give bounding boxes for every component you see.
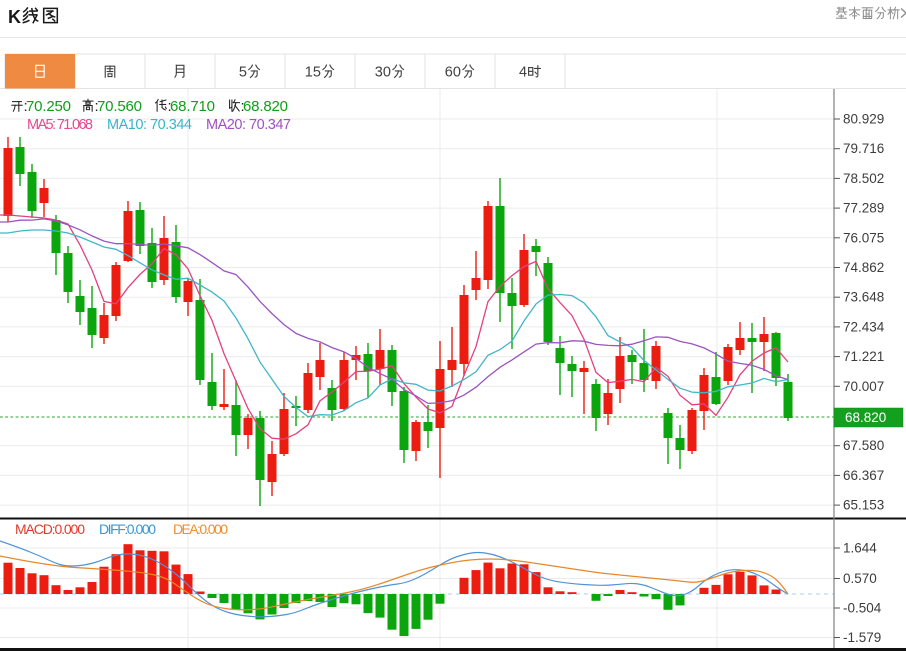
svg-text:MA20: 70.347: MA20: 70.347 bbox=[206, 117, 291, 133]
svg-text:80.929: 80.929 bbox=[843, 112, 884, 127]
svg-text:76.075: 76.075 bbox=[843, 230, 884, 245]
svg-text::: : bbox=[168, 98, 172, 115]
svg-text:MA10: 70.344: MA10: 70.344 bbox=[107, 117, 192, 133]
svg-text::: : bbox=[95, 98, 99, 115]
svg-text:30: 30 bbox=[375, 64, 391, 80]
svg-text:65.153: 65.153 bbox=[843, 498, 884, 513]
svg-text:70.250: 70.250 bbox=[26, 98, 71, 115]
svg-text:-1.579: -1.579 bbox=[843, 630, 881, 645]
svg-text:79.716: 79.716 bbox=[843, 141, 884, 156]
svg-text:74.862: 74.862 bbox=[843, 260, 884, 275]
svg-text:71.221: 71.221 bbox=[843, 349, 884, 364]
svg-text:DIFF:0.000: DIFF:0.000 bbox=[99, 521, 156, 537]
svg-text:0.570: 0.570 bbox=[843, 571, 877, 586]
svg-text:66.367: 66.367 bbox=[843, 468, 884, 483]
svg-text:78.502: 78.502 bbox=[843, 171, 884, 186]
svg-text:-0.504: -0.504 bbox=[843, 601, 882, 616]
svg-text:70.560: 70.560 bbox=[97, 98, 142, 115]
svg-text::: : bbox=[241, 98, 245, 115]
svg-text:67.580: 67.580 bbox=[843, 438, 884, 453]
svg-text:60: 60 bbox=[445, 64, 461, 80]
svg-text:5: 5 bbox=[239, 64, 247, 80]
svg-text:68.710: 68.710 bbox=[170, 98, 215, 115]
svg-text:DEA:0.000: DEA:0.000 bbox=[173, 521, 228, 537]
svg-text:15: 15 bbox=[305, 64, 321, 80]
svg-text:72.434: 72.434 bbox=[843, 319, 885, 334]
svg-text:77.289: 77.289 bbox=[843, 201, 884, 216]
svg-text:70.007: 70.007 bbox=[843, 379, 884, 394]
svg-text::: : bbox=[24, 98, 28, 115]
svg-text:K: K bbox=[8, 7, 21, 27]
svg-text:MA5: 71.068: MA5: 71.068 bbox=[27, 117, 93, 133]
svg-text:73.648: 73.648 bbox=[843, 290, 884, 305]
svg-text:68.820: 68.820 bbox=[243, 98, 288, 115]
svg-text:68.820: 68.820 bbox=[845, 410, 886, 425]
svg-text:1.644: 1.644 bbox=[843, 541, 877, 556]
svg-text:MACD:0.000: MACD:0.000 bbox=[15, 521, 85, 537]
svg-text:4: 4 bbox=[519, 64, 527, 80]
